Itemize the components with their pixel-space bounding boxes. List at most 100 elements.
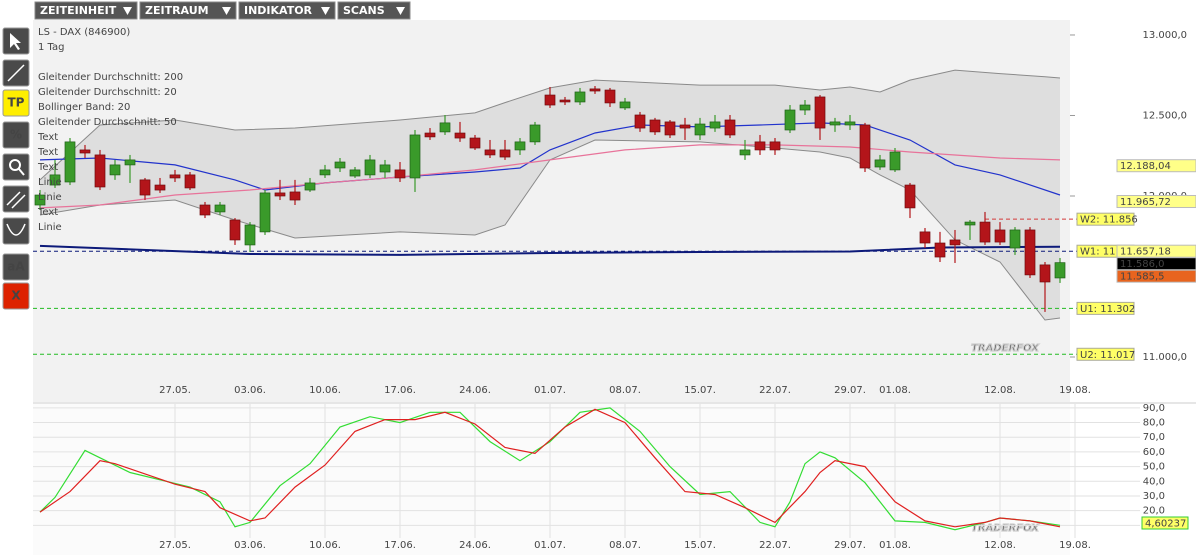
candle-body <box>574 91 586 103</box>
menu-button[interactable] <box>34 1 138 20</box>
candle-body <box>919 231 931 244</box>
oscillator-line <box>39 408 1061 528</box>
drawing-entry: Text <box>37 207 58 218</box>
tool-channel[interactable] <box>2 185 30 213</box>
band-fill <box>40 70 1060 320</box>
tool-curve[interactable] <box>2 217 30 245</box>
moving-average <box>39 144 1061 209</box>
x-tick-label: 10.06. <box>309 540 341 551</box>
icon-channel <box>6 191 26 209</box>
candle-body <box>844 121 856 126</box>
band-lower <box>39 139 1061 321</box>
y-tick-label: 50,0 <box>1143 462 1165 473</box>
tool-percent[interactable] <box>2 121 30 149</box>
x-tick-label: 19.08. <box>1059 540 1091 551</box>
candle-body <box>679 124 691 129</box>
x-tick-label: 01.08. <box>879 540 911 551</box>
candle-body <box>559 99 571 103</box>
x-tick-label: 15.07. <box>684 385 716 396</box>
price-marker-label: 11.585,5 <box>1120 272 1165 283</box>
candle-body <box>334 161 346 169</box>
toolbar: TP% aA X <box>2 27 30 310</box>
level-label: W1: 11.657 <box>1080 247 1138 258</box>
price-marker-label: 11.657,18 <box>1120 247 1171 258</box>
candle-body <box>139 179 151 196</box>
price-marker-label: 11.586,0 <box>1120 259 1165 270</box>
candle-body <box>454 132 466 139</box>
x-tick-label: 12.08. <box>984 385 1016 396</box>
chart-title: LS - DAX (846900) <box>38 27 130 38</box>
menu-arrow <box>321 7 330 15</box>
candle-body <box>664 121 676 136</box>
x-tick-label: 08.07. <box>609 540 641 551</box>
candle-body <box>1009 229 1021 249</box>
candle-body <box>484 149 496 156</box>
menu-arrow <box>222 7 231 15</box>
menu-arrow <box>396 7 405 15</box>
drawing-entry: Text <box>37 147 58 158</box>
tool-delete[interactable] <box>2 282 30 310</box>
legend-entry: Bollinger Band: 20 <box>38 102 130 113</box>
legend-entry: Gleitender Durchschnitt: 20 <box>38 87 177 98</box>
menu-button[interactable] <box>337 1 411 20</box>
candle-body <box>304 182 316 191</box>
moving-average <box>39 122 1061 196</box>
candle-body <box>409 134 421 179</box>
level-label-bg <box>1076 347 1135 361</box>
drawing-entry: Linie <box>38 177 62 188</box>
icon-line <box>7 64 25 82</box>
candle-body <box>739 149 751 156</box>
x-tick-label: 24.06. <box>459 540 491 551</box>
candle-body <box>859 124 871 169</box>
level-label-bg <box>1076 212 1135 226</box>
y-tick-label: 80,0 <box>1143 418 1165 429</box>
candle-body <box>964 221 976 226</box>
candle-body <box>34 194 46 206</box>
tool-zoom[interactable] <box>2 153 30 181</box>
readout: 4,60237 <box>1145 519 1186 530</box>
drawing-entry: Linie <box>38 192 62 203</box>
candle-body <box>469 137 481 149</box>
x-tick-label: 12.08. <box>984 540 1016 551</box>
watermark: TRADERFOX <box>971 523 1040 534</box>
candle-body <box>874 159 886 168</box>
y-tick-label: 70,0 <box>1143 432 1165 443</box>
x-tick-label: 24.06. <box>459 385 491 396</box>
watermark: TRADERFOX <box>971 343 1040 354</box>
level-label: U2: 11.017 <box>1080 350 1135 361</box>
candle-body <box>529 124 541 143</box>
candle-body <box>379 164 391 173</box>
candle-body <box>499 149 511 158</box>
y-tick-label: 40,0 <box>1143 476 1165 487</box>
tool-tp[interactable] <box>2 89 30 117</box>
candle-body <box>604 89 616 104</box>
tool-label: % <box>10 128 22 142</box>
x-tick-label: 08.07. <box>609 385 641 396</box>
readout-bg <box>1141 516 1189 530</box>
menu-label: ZEITEINHEIT <box>40 4 117 17</box>
x-tick-label: 01.07. <box>534 385 566 396</box>
tool-text[interactable] <box>2 253 30 281</box>
y-tick-label: 12.500,0 <box>1142 110 1187 121</box>
drawing-entry: Linie <box>38 222 62 233</box>
candle-body <box>109 164 121 176</box>
x-tick-label: 15.07. <box>684 540 716 551</box>
level-label: W2: 11.856 <box>1080 215 1138 226</box>
menu-button[interactable] <box>139 1 237 20</box>
candle-body <box>64 141 76 183</box>
candle-body <box>124 159 136 166</box>
candle-body <box>94 154 106 188</box>
candle-body <box>1039 264 1051 283</box>
candle-body <box>349 169 361 177</box>
icon-zoom-handle <box>18 168 25 176</box>
candle-body <box>199 204 211 216</box>
candle-body <box>184 174 196 189</box>
y-tick-label: 13.000,0 <box>1142 30 1187 41</box>
x-tick-label: 27.05. <box>159 385 191 396</box>
menu-button[interactable] <box>238 1 336 20</box>
candle-body <box>634 114 646 129</box>
osc-bg <box>33 404 1070 555</box>
price-marker-bg <box>1116 195 1196 209</box>
